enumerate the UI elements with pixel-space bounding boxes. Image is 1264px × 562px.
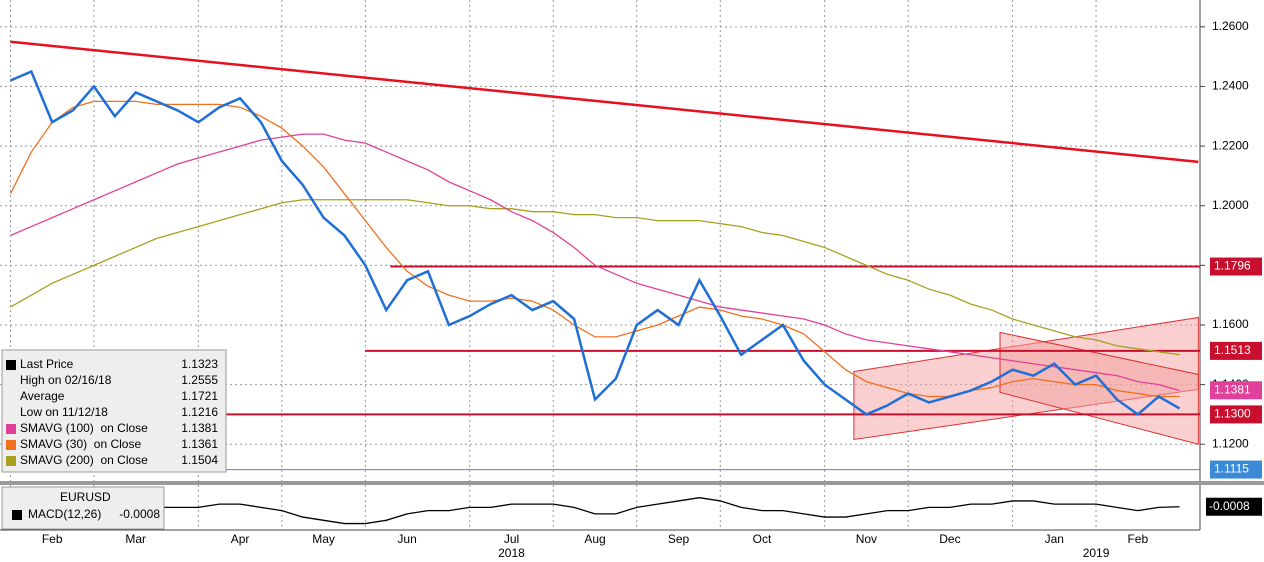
- legend-box: [1, 486, 165, 530]
- legend-swatch: [6, 456, 16, 466]
- x-tick-label: Jun: [397, 532, 416, 546]
- legend-value: 1.2555: [181, 373, 218, 387]
- x-tick-label: Dec: [939, 532, 960, 546]
- x-tick-label: Aug: [584, 532, 605, 546]
- y-tick-label: 1.2000: [1212, 198, 1249, 212]
- legend-value: 1.1504: [181, 453, 218, 467]
- legend-label: SMAVG (30) on Close: [20, 437, 141, 451]
- x-year-label: 2019: [1083, 546, 1110, 560]
- y-tick-label: 1.2200: [1212, 138, 1249, 152]
- level-label: 1.1115: [1214, 462, 1249, 476]
- series-line: [10, 199, 1180, 356]
- level-box: [1206, 497, 1262, 516]
- level-box: [1210, 341, 1262, 360]
- y-tick-label: 1.2400: [1212, 79, 1249, 93]
- x-tick-label: May: [312, 532, 335, 546]
- x-tick-label: Nov: [856, 532, 877, 546]
- level-box: [1210, 381, 1262, 400]
- panel-title: EURUSD: [60, 490, 111, 504]
- x-tick-label: Feb: [42, 532, 63, 546]
- legend-label: SMAVG (100) on Close: [20, 421, 148, 435]
- legend-value: 1.1721: [181, 389, 218, 403]
- level-box: [1210, 460, 1262, 479]
- x-tick-label: Jan: [1045, 532, 1064, 546]
- legend-value: 1.1361: [181, 437, 218, 451]
- y-tick-label: 1.2600: [1212, 19, 1249, 33]
- price-line: [9, 69, 1181, 416]
- level-label: 1.1381: [1214, 382, 1251, 396]
- legend-swatch: [12, 510, 22, 520]
- level-box: [1210, 405, 1262, 424]
- series-line: [9, 100, 1180, 398]
- legend-label: SMAVG (200) on Close: [20, 453, 148, 467]
- x-tick-label: Feb: [1127, 532, 1148, 546]
- series-line: [10, 497, 1180, 525]
- level-box: [1210, 257, 1262, 276]
- legend-value: 1.1323: [181, 357, 218, 371]
- level-label: 1.1796: [1214, 259, 1251, 273]
- x-tick-label: Oct: [753, 532, 772, 546]
- legend-value: -0.0008: [119, 507, 160, 521]
- legend-label: Low on 11/12/18: [20, 405, 108, 419]
- legend-swatch: [6, 424, 16, 434]
- x-tick-label: Apr: [231, 532, 250, 546]
- x-year-label: 2018: [498, 546, 525, 560]
- y-tick-label: 1.1200: [1212, 436, 1249, 450]
- channel: [999, 331, 1199, 445]
- level-label: 1.1513: [1214, 343, 1251, 357]
- legend-box: [1, 349, 227, 473]
- legend-label: Average: [20, 389, 65, 403]
- legend-value: 1.1216: [181, 405, 218, 419]
- legend-label: MACD(12,26): [28, 507, 101, 521]
- legend-label: High on 02/16/18: [20, 373, 112, 387]
- trendline: [10, 40, 1199, 164]
- level-label: -0.0008: [1209, 499, 1250, 513]
- x-tick-label: Sep: [668, 532, 690, 546]
- legend-value: 1.1381: [181, 421, 218, 435]
- x-tick-label: Jul: [504, 532, 519, 546]
- series-line: [10, 133, 1180, 392]
- x-tick-label: Mar: [125, 532, 146, 546]
- legend-label: Last Price: [20, 357, 74, 371]
- legend-swatch: [6, 360, 16, 370]
- legend-swatch: [6, 440, 16, 450]
- y-tick-label: 1.1600: [1212, 317, 1249, 331]
- level-label: 1.1300: [1214, 407, 1251, 421]
